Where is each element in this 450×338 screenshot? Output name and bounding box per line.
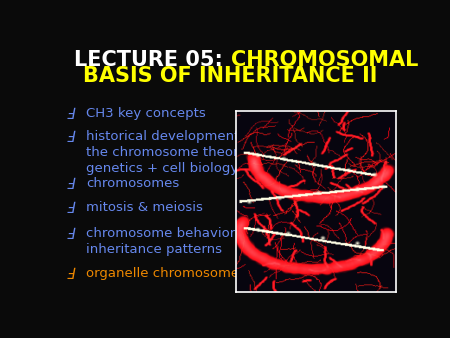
Text: BASIS OF INHERITANCE II: BASIS OF INHERITANCE II	[83, 67, 378, 87]
Text: CH3 key concepts: CH3 key concepts	[86, 107, 206, 120]
Text: mitosis & meiosis: mitosis & meiosis	[86, 201, 203, 214]
Text: Ⅎ: Ⅎ	[67, 107, 75, 122]
Text: Ⅎ: Ⅎ	[67, 227, 75, 242]
Text: organelle chromosomes*: organelle chromosomes*	[86, 267, 252, 280]
Text: CHROMOSOMAL: CHROMOSOMAL	[230, 50, 418, 70]
Text: chromosomes: chromosomes	[86, 177, 179, 190]
Text: Ⅎ: Ⅎ	[67, 177, 75, 192]
Text: chromosome behavior &
inheritance patterns: chromosome behavior & inheritance patter…	[86, 227, 250, 256]
Text: Ⅎ: Ⅎ	[67, 267, 75, 282]
Text: Ⅎ: Ⅎ	[67, 130, 75, 145]
Text: LECTURE 05:: LECTURE 05:	[75, 50, 230, 70]
Text: historical development of
the chromosome theory...
genetics + cell biology: historical development of the chromosome…	[86, 130, 257, 175]
Text: Ⅎ: Ⅎ	[67, 201, 75, 216]
